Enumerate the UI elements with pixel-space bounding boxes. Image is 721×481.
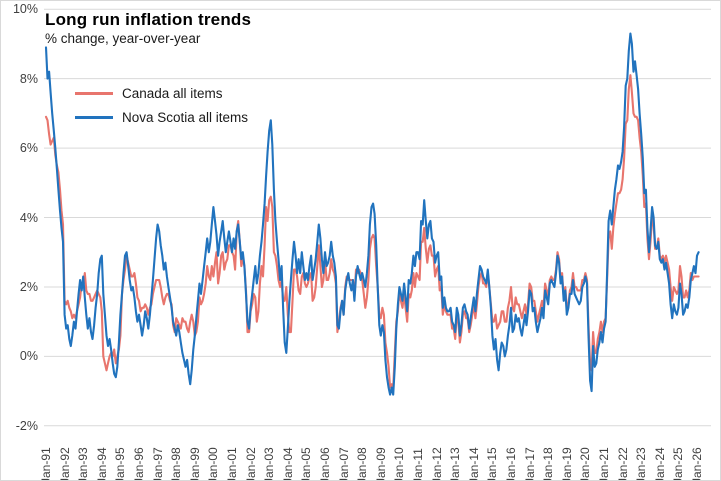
x-axis-tick-label: Jan-09 — [373, 447, 388, 481]
x-axis-tick-label: Jan-08 — [355, 447, 370, 481]
x-axis-tick-label: Jan-00 — [206, 447, 221, 481]
x-axis-tick-label: Jan-17 — [522, 447, 537, 481]
y-axis-tick-label: 4% — [19, 210, 38, 225]
x-axis-tick-label: Jan-20 — [578, 447, 593, 481]
x-axis-tick-label: Jan-91 — [39, 447, 53, 481]
x-axis-tick-label: Jan-07 — [336, 447, 351, 481]
y-axis-tick-label: 8% — [19, 71, 38, 86]
x-axis-tick-label: Jan-95 — [113, 447, 128, 481]
x-axis-tick-label: Jan-14 — [466, 447, 481, 481]
x-axis-tick-label: Jan-25 — [671, 447, 686, 481]
x-axis-tick-label: Jan-04 — [280, 447, 295, 481]
x-axis-tick-label: Jan-96 — [132, 447, 146, 481]
x-axis-tick-label: Jan-01 — [225, 447, 239, 481]
x-axis-tick-label: Jan-94 — [94, 447, 109, 481]
x-axis-tick-label: Jan-24 — [652, 447, 667, 481]
x-axis-tick-label: Jan-18 — [541, 447, 556, 481]
x-axis-tick-label: Jan-97 — [150, 447, 165, 481]
x-axis-tick-label: Jan-22 — [615, 447, 630, 481]
x-axis-tick-label: Jan-26 — [690, 447, 704, 481]
x-axis-tick-label: Jan-93 — [76, 447, 91, 481]
x-axis-tick-label: Jan-06 — [318, 447, 332, 481]
x-axis-tick-label: Jan-23 — [634, 447, 649, 481]
x-axis-tick-label: Jan-10 — [392, 447, 407, 481]
chart-title: Long run inflation trends — [45, 10, 252, 29]
x-axis-tick-label: Jan-03 — [262, 447, 277, 481]
y-axis-tick-label: 0% — [19, 349, 38, 364]
legend-label-canada: Canada all items — [122, 85, 223, 101]
x-axis-tick-label: Jan-13 — [448, 447, 463, 481]
x-axis-tick-label: Jan-15 — [485, 447, 500, 481]
nova-scotia-line-swatch — [75, 115, 113, 119]
y-axis-tick-label: 10% — [12, 2, 38, 17]
legend: Canada all items Nova Scotia all items — [75, 81, 248, 129]
x-axis-tick-label: Jan-21 — [597, 447, 611, 481]
x-axis-tick-label: Jan-19 — [559, 447, 574, 481]
line-nova-scotia-all-items — [44, 32, 700, 396]
canada-line-swatch — [75, 91, 113, 95]
x-axis-tick-label: Jan-16 — [504, 447, 518, 481]
x-axis-tick-label: Jan-98 — [169, 447, 184, 481]
x-axis-tick-label: Jan-99 — [187, 447, 202, 481]
x-axis-tick-label: Jan-05 — [299, 447, 314, 481]
x-axis-tick-label: Jan-11 — [411, 448, 425, 481]
y-axis-tick-label: -2% — [15, 418, 38, 433]
legend-label-nova-scotia: Nova Scotia all items — [122, 109, 249, 125]
x-axis-tick-label: Jan-12 — [429, 447, 444, 481]
x-axis-tick-label: Jan-02 — [243, 447, 258, 481]
x-axis-tick-label: Jan-92 — [57, 447, 72, 481]
y-axis-tick-label: 2% — [19, 279, 38, 294]
legend-item-nova-scotia: Nova Scotia all items — [75, 105, 248, 129]
chart-subtitle: % change, year-over-year — [45, 31, 201, 46]
legend-item-canada: Canada all items — [75, 81, 248, 105]
y-axis-tick-label: 6% — [19, 141, 38, 156]
